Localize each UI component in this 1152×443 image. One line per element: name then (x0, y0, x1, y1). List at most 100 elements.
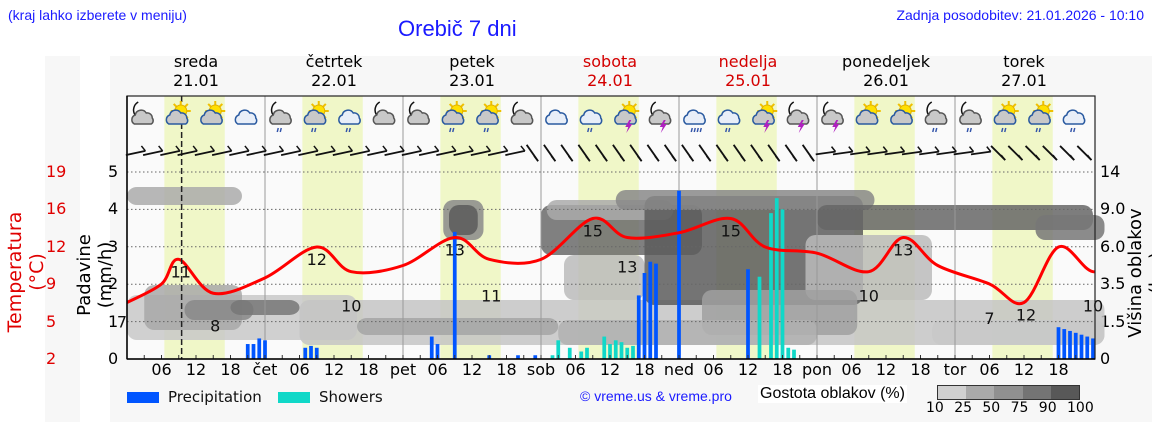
copyright-link[interactable]: © vreme.us & vreme.pro (580, 388, 732, 404)
day-header-sobota: sobota 24.01 (541, 52, 679, 90)
day-date: 21.01 (173, 71, 219, 90)
showers-label: Showers (319, 388, 383, 406)
sun-storm-icon (614, 101, 640, 133)
precipTicks-label: 3 (108, 236, 119, 256)
sun-storm-icon (752, 101, 778, 133)
x-tick: 18 (634, 360, 655, 379)
svg-text:15: 15 (721, 222, 741, 241)
precipitation-label: Precipitation (168, 388, 262, 406)
tempTicks-label: 9 (46, 274, 57, 294)
sun-cloud-rain-icon (1028, 101, 1054, 133)
temp-axis-panel (45, 56, 80, 422)
svg-text:13: 13 (893, 241, 913, 260)
x-tick: 12 (599, 360, 621, 379)
legend-showers: Showers (278, 388, 383, 406)
x-tick: 12 (1013, 360, 1035, 379)
svg-text:7: 7 (984, 309, 994, 328)
moon-storm-icon (821, 101, 844, 133)
day-header-četrtek: četrtek 22.01 (265, 52, 403, 90)
cloud-rain-icon (1062, 109, 1086, 133)
precipitation-swatch (127, 391, 159, 403)
sun-cloud-icon (890, 101, 916, 125)
x-tick: ned (663, 360, 695, 379)
x-tick: 12 (875, 360, 897, 379)
day-name: sobota (582, 52, 638, 71)
cloudTicks-label: 0 (1100, 349, 1111, 368)
svg-text:8: 8 (210, 316, 220, 335)
day-date: 23.01 (449, 71, 495, 90)
x-tick: 12 (461, 360, 483, 379)
precipTicks-label: 0 (108, 349, 119, 368)
day-name: torek (1003, 52, 1045, 71)
density-tick: 50 (982, 400, 1001, 416)
cloudTicks-label: 9.0 (1100, 199, 1126, 219)
day-date: 27.01 (1001, 71, 1047, 90)
day-date: 24.01 (587, 71, 633, 90)
x-tick: 06 (565, 360, 586, 379)
moon-storm-icon (786, 101, 810, 133)
x-tick: pon (801, 360, 833, 379)
x-tick: 18 (1048, 360, 1069, 379)
showers-swatch (278, 391, 310, 403)
cloudTicks-label: 6.0 (1100, 236, 1126, 256)
cloud-heavy-rain-icon (683, 109, 706, 133)
svg-text:13: 13 (445, 241, 465, 260)
location-hint[interactable]: (kraj lahko izberete v meniju) (8, 7, 187, 23)
day-name: nedelja (718, 52, 778, 71)
density-tick: 75 (1010, 400, 1029, 416)
svg-text:11: 11 (481, 286, 501, 305)
tempTicks-label: 16 (46, 199, 67, 219)
svg-text:10: 10 (859, 287, 879, 306)
cloud-density-label: Gostota oblakov (%) (758, 385, 907, 403)
cloud-rain-icon (338, 109, 361, 133)
day-header-ponedeljek: ponedeljek 26.01 (817, 52, 955, 90)
page-title: Orebič 7 dni (398, 16, 517, 41)
moon-cloud-icon (510, 101, 534, 125)
x-tick: 18 (910, 360, 931, 379)
cloud-density-scale (937, 385, 1080, 400)
svg-text:12: 12 (1016, 306, 1036, 325)
density-tick: 10 (926, 400, 944, 416)
svg-text:12: 12 (307, 250, 327, 269)
x-tick: 12 (737, 360, 759, 379)
sun-cloud-rain-icon (441, 101, 467, 133)
day-header-torek: torek 27.01 (955, 52, 1093, 90)
cloudTicks-label: 1.5 (1100, 311, 1126, 331)
wind-barbs (125, 144, 1093, 162)
day-date: 22.01 (311, 71, 357, 90)
svg-text:13: 13 (617, 258, 637, 277)
moon-cloud-icon (407, 101, 430, 125)
x-tick: 06 (703, 360, 724, 379)
svg-text:11: 11 (171, 262, 191, 281)
density-tick: 90 (1038, 400, 1057, 416)
sun-cloud-rain-icon (303, 101, 329, 133)
sun-cloud-rain-icon (476, 101, 502, 133)
x-tick: 18 (496, 360, 517, 379)
moon-cloud-rain-icon (269, 101, 292, 133)
tempTicks-label: 2 (46, 349, 57, 368)
sun-cloud-icon (200, 101, 226, 125)
moon-cloud-icon (372, 101, 396, 125)
svg-text:10: 10 (1083, 297, 1103, 316)
x-tick: 06 (427, 360, 448, 379)
x-tick: 06 (979, 360, 1000, 379)
x-tick: čet (252, 360, 278, 379)
day-name: četrtek (305, 52, 363, 71)
svg-text:15: 15 (583, 222, 603, 241)
x-tick: tor (943, 360, 967, 379)
x-tick: 18 (220, 360, 241, 379)
x-tick: 12 (185, 360, 207, 379)
density-tick: 100 (1067, 400, 1094, 416)
day-header-petek: petek 23.01 (403, 52, 541, 90)
moon-storm-icon (648, 101, 672, 133)
cloudTicks-label: 3.5 (1100, 274, 1126, 294)
last-update: Zadnja posodobitev: 21.01.2026 - 10:10 (896, 7, 1144, 23)
tempTicks-label: 5 (46, 311, 57, 331)
x-tick: 06 (841, 360, 862, 379)
cloud-icon (545, 109, 568, 125)
day-name: ponedeljek (842, 52, 930, 71)
density-tick: 25 (954, 400, 973, 416)
sun-cloud-icon (855, 101, 881, 125)
precipTicks-label: 4 (108, 199, 119, 219)
